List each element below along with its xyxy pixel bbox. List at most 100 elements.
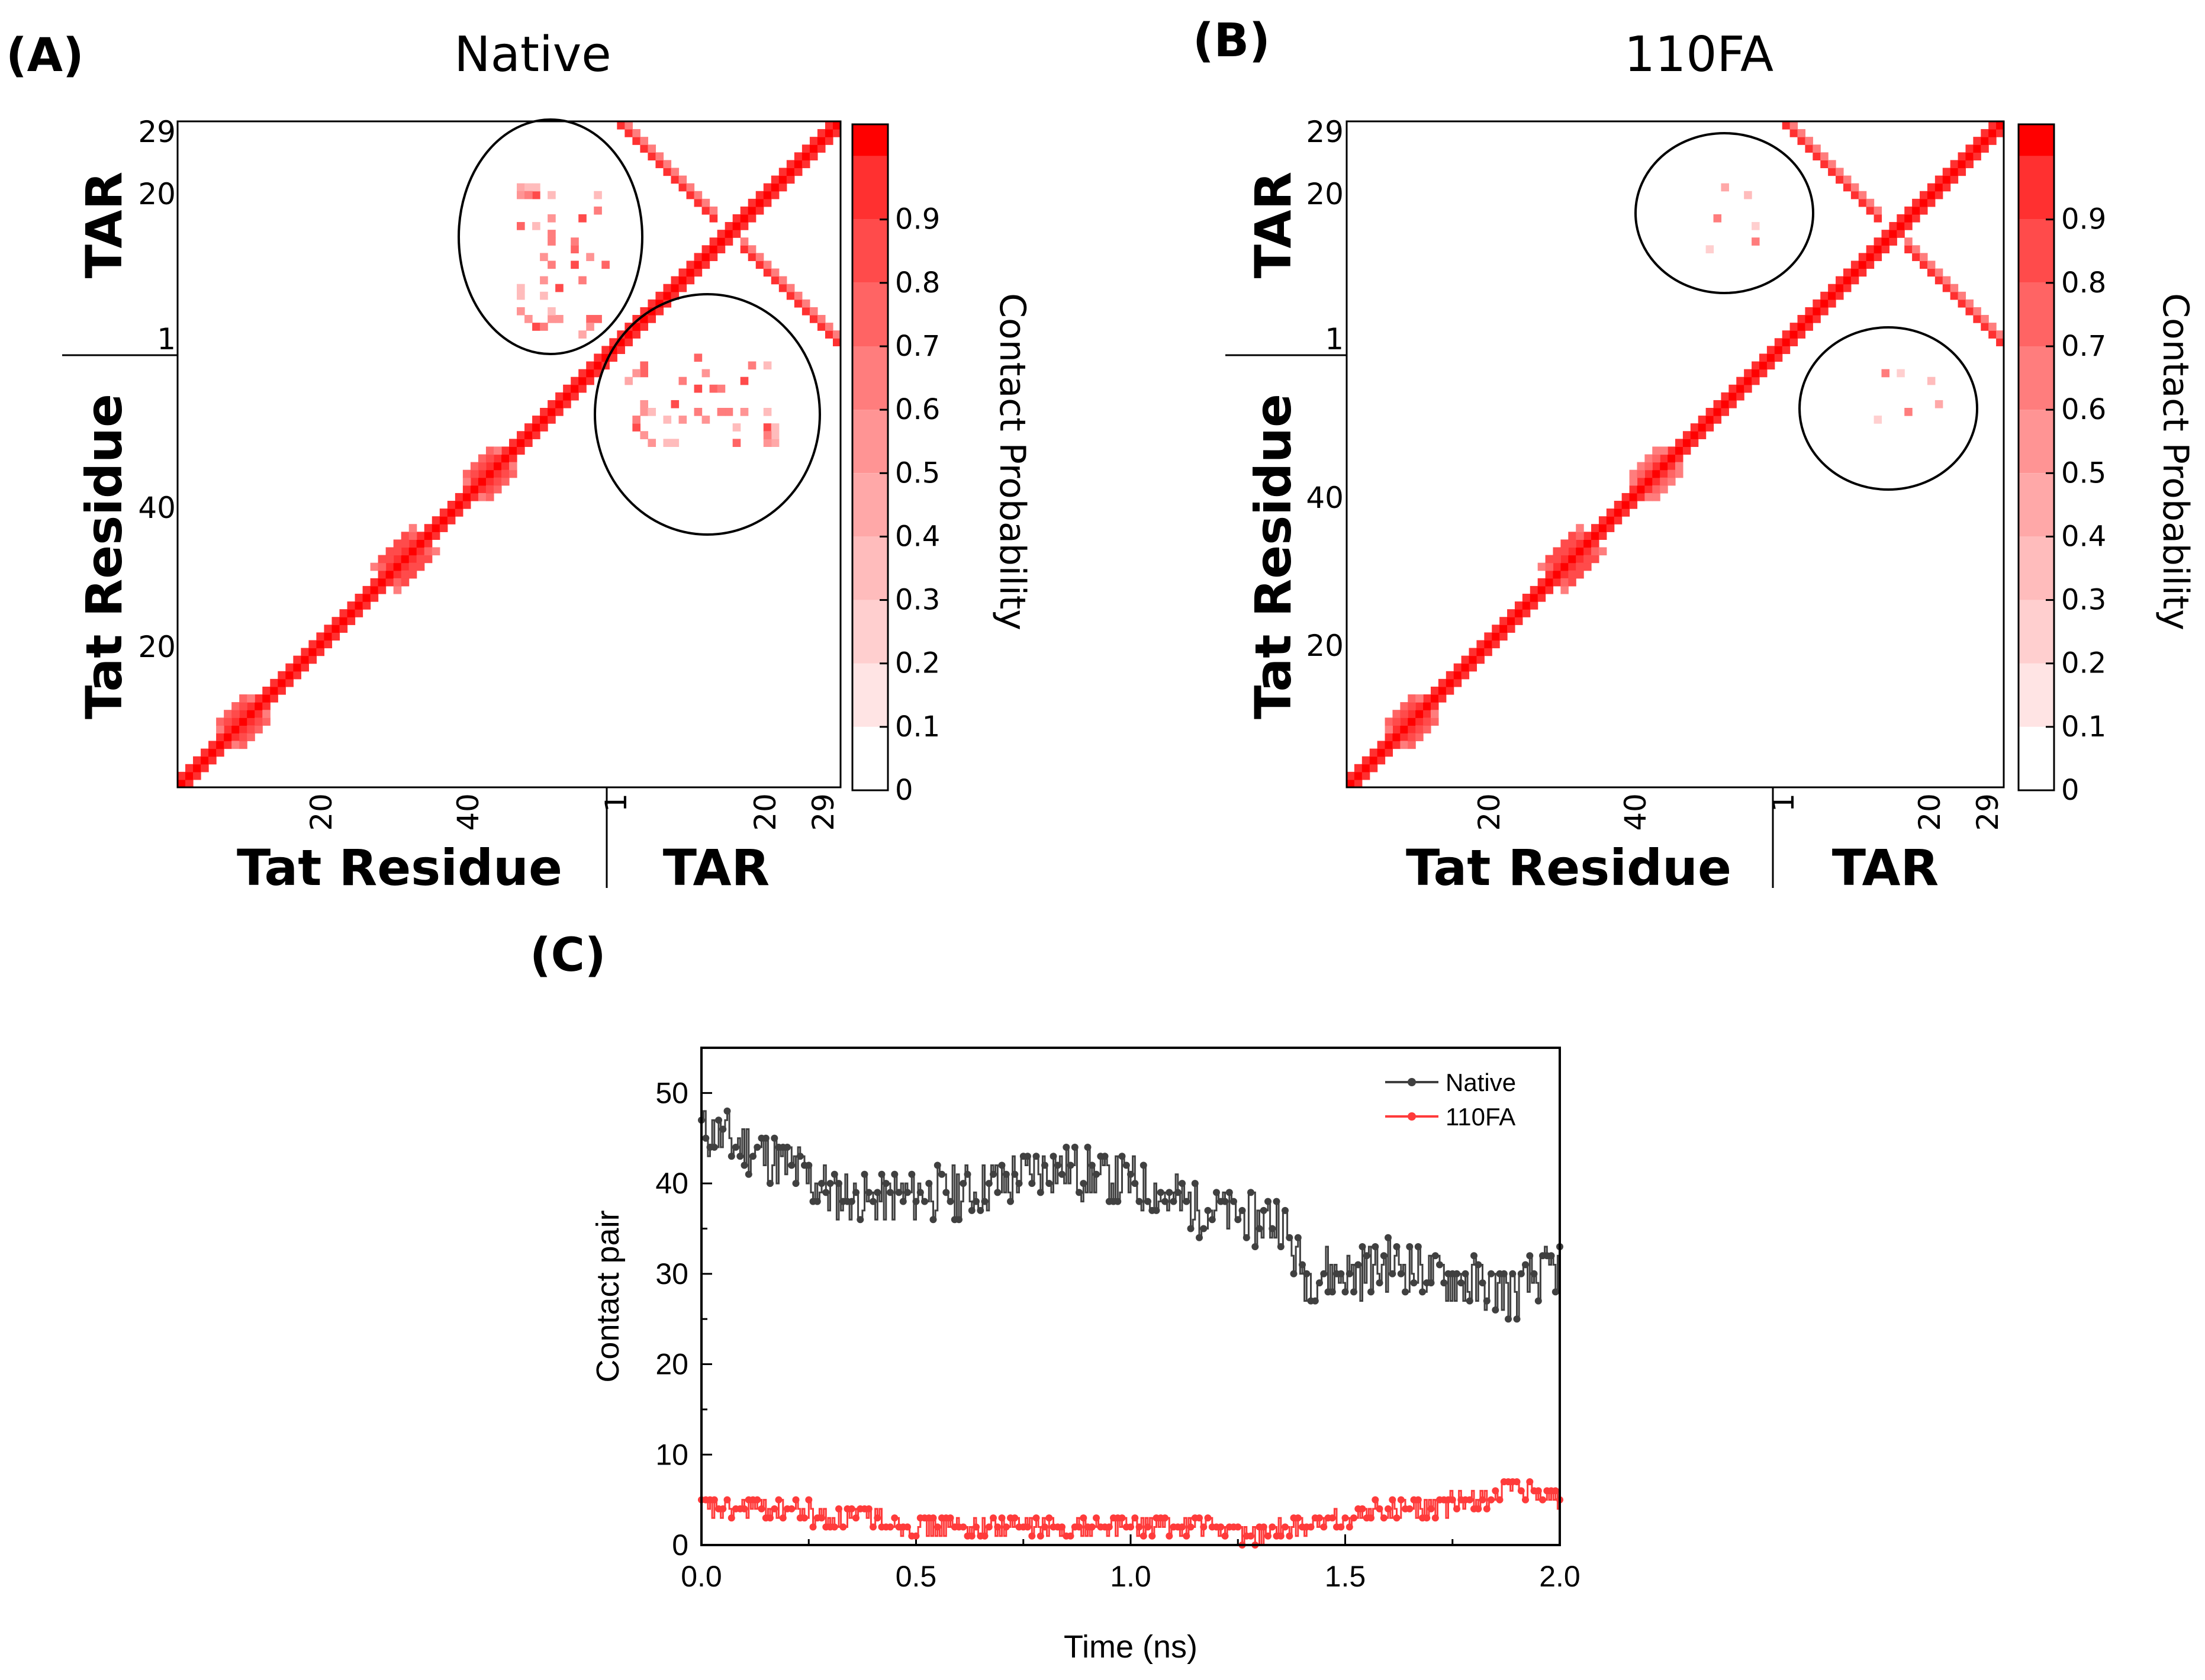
heatmap-cell: [1675, 446, 1683, 455]
heatmap-cell: [509, 454, 517, 463]
data-point: [1350, 1288, 1357, 1296]
heatmap-cell: [1690, 439, 1699, 448]
heatmap-cell: [1690, 423, 1699, 432]
heatmap-cell: [1652, 446, 1660, 455]
heatmap-cell: [1996, 121, 2004, 130]
data-point: [1204, 1206, 1212, 1214]
heatmap-cell: [640, 400, 649, 408]
heatmap-cell: [1744, 369, 1752, 378]
heatmap-cell: [701, 260, 710, 269]
heatmap-cell: [1660, 446, 1668, 455]
heatmap-cell: [517, 439, 525, 448]
panel-b-title: 110FA: [1624, 27, 1773, 83]
heatmap-cell: [517, 222, 525, 230]
heatmap-cell: [493, 454, 502, 463]
heatmap-cell: [239, 741, 247, 749]
heatmap-cell: [1698, 416, 1707, 424]
heatmap-cell: [1652, 477, 1660, 486]
heatmap-cell: [794, 168, 803, 176]
heatmap-cell: [778, 276, 787, 285]
heatmap-cell: [678, 276, 687, 285]
heatmap-cell: [1866, 206, 1875, 215]
heatmap-cell: [308, 655, 317, 664]
data-point: [1294, 1514, 1302, 1522]
data-point: [852, 1189, 860, 1196]
heatmap-cell: [740, 376, 749, 385]
heatmap-cell: [1828, 291, 1836, 300]
colorbar-swatch: [852, 726, 888, 790]
heatmap-cell: [1942, 284, 1951, 292]
heatmap-cell: [424, 532, 433, 540]
heatmap-cell: [1560, 562, 1569, 571]
data-point: [839, 1523, 847, 1531]
heatmap-cell: [532, 416, 540, 424]
data-point: [938, 1170, 945, 1178]
heatmap-cell: [1408, 694, 1416, 703]
data-point: [1170, 1198, 1177, 1205]
data-point: [1427, 1279, 1435, 1287]
colorbar-tick-label: 0.9: [895, 203, 940, 236]
heatmap-cell: [586, 315, 594, 323]
heatmap-cell: [355, 593, 363, 602]
data-point: [1260, 1206, 1267, 1214]
heatmap-cell: [1400, 733, 1408, 742]
heatmap-cell: [316, 640, 325, 649]
heatmap-cell: [355, 601, 363, 610]
panel-a-label: (A): [6, 29, 84, 82]
heatmap-cell: [532, 423, 540, 432]
heatmap-cell: [740, 408, 749, 416]
heatmap-cell: [1629, 477, 1638, 486]
data-point: [792, 1496, 800, 1504]
heatmap-cell: [1408, 741, 1416, 749]
data-point: [904, 1189, 911, 1196]
heatmap-cell: [1514, 617, 1523, 625]
heatmap-cell: [385, 578, 394, 587]
heatmap-cell: [339, 617, 348, 625]
colorbar-swatch: [2019, 346, 2054, 410]
heatmap-cell: [1789, 338, 1798, 346]
heatmap-cell: [663, 160, 672, 169]
heatmap-cell: [1560, 570, 1569, 579]
heatmap-cell: [193, 771, 201, 780]
heatmap-cell: [478, 454, 487, 463]
heatmap-cell: [455, 493, 463, 501]
heatmap-cell: [563, 400, 571, 408]
data-point: [801, 1514, 808, 1522]
heatmap-cell: [632, 315, 640, 323]
heatmap-cell: [1400, 710, 1408, 718]
heatmap-cell: [748, 245, 757, 253]
data-point: [1299, 1261, 1306, 1269]
heatmap-cell: [725, 237, 733, 246]
data-point: [1041, 1161, 1048, 1169]
heatmap-cell: [324, 632, 333, 641]
heatmap-cell: [1881, 369, 1889, 378]
data-point: [1161, 1514, 1169, 1522]
data-point: [1496, 1496, 1504, 1504]
heatmap-cell: [1576, 524, 1584, 532]
heatmap-cell: [1522, 593, 1531, 602]
x-label-tat-110fa: Tat Residue: [1406, 839, 1731, 897]
data-point: [929, 1514, 937, 1522]
heatmap-cell: [625, 338, 633, 346]
heatmap-cell: [1507, 609, 1515, 617]
heatmap-cell: [339, 625, 348, 633]
heatmap-cell: [763, 268, 772, 277]
heatmap-cell: [755, 260, 764, 269]
heatmap-cell: [1965, 144, 1974, 153]
heatmap-cell: [1934, 268, 1943, 277]
heatmap-cell: [1942, 175, 1951, 184]
heatmap-cell: [1522, 609, 1531, 617]
heatmap-cell: [1721, 392, 1729, 401]
heatmap-cell: [586, 361, 594, 370]
heatmap-cell: [732, 423, 741, 432]
heatmap-cell: [1705, 245, 1714, 253]
heatmap-cell: [1805, 137, 1813, 145]
data-point: [784, 1144, 791, 1151]
heatmap-cell: [1652, 485, 1660, 494]
heatmap-cell: [1530, 593, 1538, 602]
heatmap-cell: [1981, 315, 1989, 323]
heatmap-cell: [478, 462, 487, 471]
heatmap-cell: [1408, 710, 1416, 718]
heatmap-cell: [1507, 617, 1515, 625]
heatmap-cell: [424, 555, 433, 564]
